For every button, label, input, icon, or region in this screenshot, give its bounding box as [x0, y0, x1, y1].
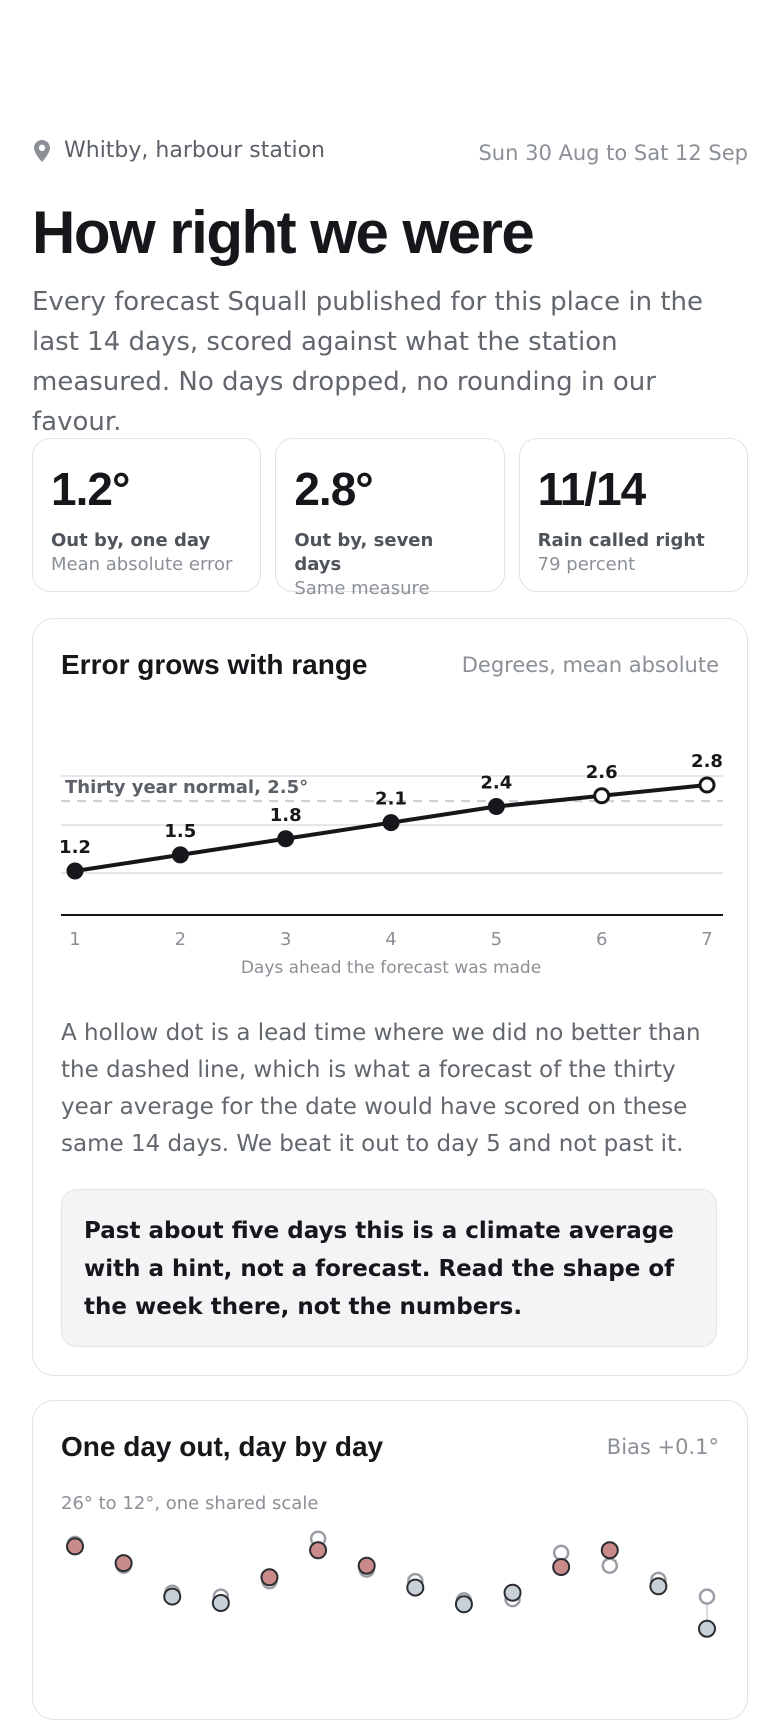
data-point — [66, 862, 84, 880]
x-tick-label: 3 — [280, 929, 291, 950]
data-label: 2.1 — [375, 789, 407, 810]
stat-value: 11/14 — [537, 463, 647, 515]
x-tick-label: 7 — [701, 929, 712, 950]
measured-point — [601, 1557, 619, 1574]
forecast-point — [260, 1568, 279, 1587]
stat-tile-rain: 11/14 Rain called right 79 percent — [518, 438, 748, 592]
daily-card: One day out, day by day Bias +0.1° 26° t… — [32, 1400, 748, 1720]
stat-label: Rain called right — [537, 530, 705, 551]
x-tick-label: 2 — [175, 929, 186, 950]
forecast-point — [698, 1619, 716, 1638]
card-unit: Degrees, mean absolute — [461, 653, 719, 677]
measured-point — [698, 1588, 716, 1605]
data-label: 1.2 — [59, 837, 91, 858]
forecast-point — [406, 1578, 425, 1597]
data-point — [698, 776, 716, 794]
forecast-point — [211, 1594, 230, 1612]
x-tick-label: 6 — [596, 929, 607, 950]
page-title: How right we were — [32, 199, 535, 266]
data-label: 2.8 — [691, 751, 723, 772]
intro-text: Every forecast Squall published for this… — [32, 287, 703, 437]
error-line-chart: Thirty year normal, 2.5° 1.2 1 1.5 2 1.8 3 2.1 4… — [59, 751, 723, 978]
forecast-point — [114, 1554, 133, 1573]
x-tick-label: 1 — [69, 929, 80, 950]
stat-value: 2.8° — [294, 463, 373, 515]
x-tick-label: 5 — [491, 929, 502, 950]
forecast-point — [309, 1541, 328, 1560]
data-point — [382, 814, 400, 832]
data-point — [487, 798, 505, 815]
card-title: One day out, day by day — [61, 1431, 384, 1462]
forecast-point — [357, 1556, 376, 1575]
data-label: 2.4 — [480, 773, 512, 794]
location-bar: Whitby, harbour station Sun 30 Aug to Sa… — [32, 138, 748, 170]
bias-label: Bias +0.1° — [606, 1435, 719, 1459]
forecast-point — [600, 1541, 619, 1560]
stat-sub: 79 percent — [537, 554, 636, 575]
daily-dot-chart — [66, 1530, 716, 1638]
chart-note: A hollow dot is a lead time where we did… — [61, 1020, 701, 1157]
forecast-point — [503, 1583, 522, 1602]
map-pin-icon — [32, 139, 52, 163]
data-label: 1.5 — [164, 821, 196, 842]
reference-label: Thirty year normal, 2.5° — [65, 777, 308, 798]
scale-note: 26° to 12°, one shared scale — [61, 1493, 319, 1514]
location-label: Whitby, harbour station — [64, 138, 325, 163]
data-label: 2.6 — [586, 762, 618, 783]
stat-tile-seven-days: 2.8° Out by, seven days Same measure — [275, 438, 505, 599]
card-title: Error grows with range — [61, 649, 368, 680]
data-label: 1.8 — [270, 805, 302, 826]
error-range-card: Error grows with range Degrees, mean abs… — [32, 618, 748, 1376]
forecast-point — [454, 1595, 473, 1614]
data-point — [171, 846, 189, 864]
stat-value: 1.2° — [51, 463, 130, 515]
stat-label: Out by, seven days — [294, 530, 434, 575]
stat-tiles: 1.2° Out by, one day Mean absolute error… — [32, 438, 748, 599]
forecast-point — [66, 1537, 84, 1556]
data-point — [593, 787, 611, 805]
forecast-point — [649, 1577, 668, 1596]
forecast-point — [163, 1587, 182, 1606]
measured-point — [552, 1544, 570, 1562]
x-axis-label: Days ahead the forecast was made — [241, 958, 541, 978]
stat-sub: Same measure — [294, 578, 430, 599]
stat-label: Out by, one day — [51, 530, 211, 551]
stat-tile-one-day: 1.2° Out by, one day Mean absolute error — [32, 438, 262, 592]
forecast-point — [552, 1558, 571, 1576]
data-point — [277, 830, 295, 848]
callout-text: Past about five days this is a climate a… — [84, 1218, 675, 1320]
stat-sub: Mean absolute error — [51, 554, 233, 575]
x-tick-label: 4 — [385, 929, 396, 950]
location[interactable]: Whitby, harbour station — [32, 138, 325, 163]
date-range: Sun 30 Aug to Sat 12 Sep — [478, 141, 748, 165]
callout-box: Past about five days this is a climate a… — [61, 1189, 717, 1347]
